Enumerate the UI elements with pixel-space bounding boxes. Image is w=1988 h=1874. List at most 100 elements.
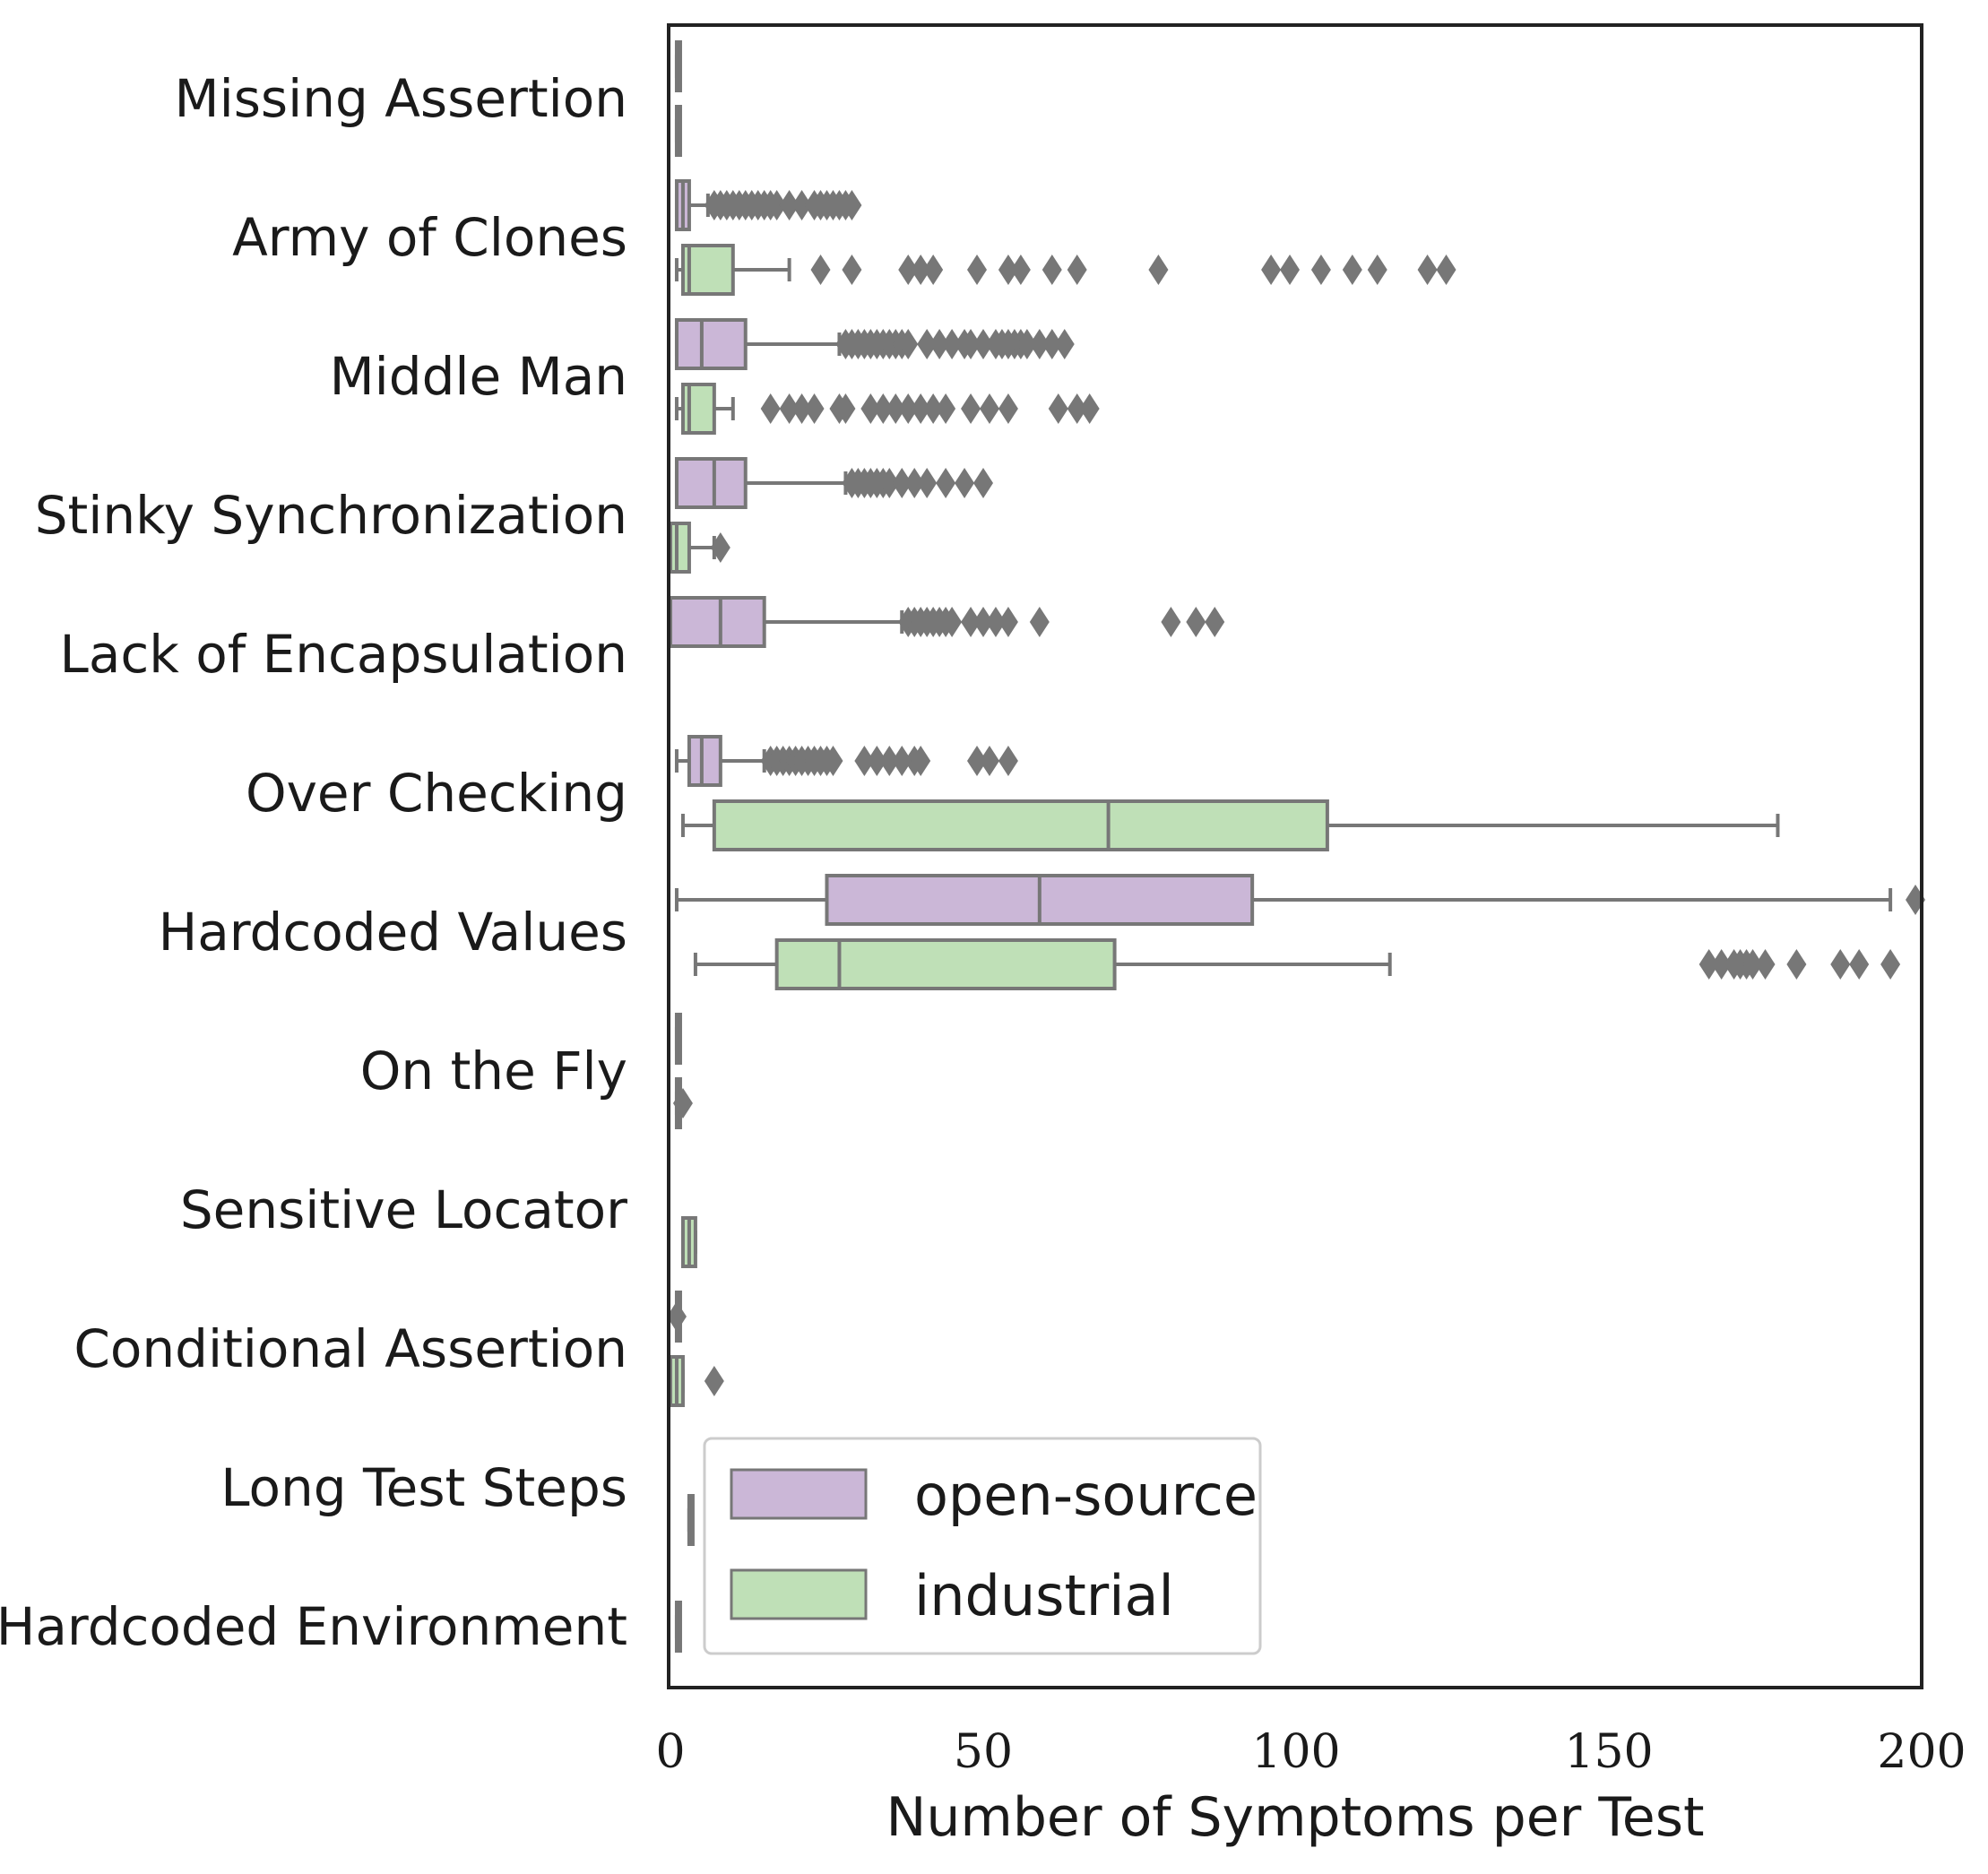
category-label-sensitive-locator: Sensitive Locator xyxy=(180,1179,627,1240)
outlier-point xyxy=(961,393,981,424)
outlier-point xyxy=(998,393,1018,424)
box-sensitive-locator-ind xyxy=(680,1216,697,1268)
outlier-point xyxy=(929,329,950,359)
outlier-point xyxy=(917,468,938,498)
outlier-point xyxy=(810,255,831,285)
box-stinky-synchronization-ind xyxy=(669,522,730,574)
outlier-point xyxy=(1205,607,1225,637)
outlier-point xyxy=(1742,949,1763,980)
box-lack-of-encapsulation-open xyxy=(669,596,1225,648)
outlier-point xyxy=(1042,255,1062,285)
outlier-point xyxy=(904,468,925,498)
box-missing-assertion-open xyxy=(674,40,682,92)
outlier-point xyxy=(791,190,812,220)
category-label-over-checking: Over Checking xyxy=(246,763,627,824)
category-label-hardcoded-values: Hardcoded Values xyxy=(159,902,627,963)
outlier-point xyxy=(1016,329,1037,359)
outlier-point xyxy=(1830,949,1851,980)
box-long-test-steps-ind xyxy=(687,1494,695,1546)
outlier-point xyxy=(892,468,912,498)
outlier-point xyxy=(1042,329,1062,359)
outlier-point xyxy=(1436,255,1456,285)
category-label-lack-of-encapsulation: Lack of Encapsulation xyxy=(60,624,628,685)
box-hardcoded-values-ind xyxy=(693,938,1901,990)
x-tick-label: 100 xyxy=(1251,1725,1340,1779)
box-iqr xyxy=(687,735,722,787)
outlier-point xyxy=(879,746,900,776)
box-stinky-synchronization-open xyxy=(674,457,993,509)
box-conditional-assertion-ind xyxy=(669,1355,724,1407)
outlier-point xyxy=(1280,255,1301,285)
outlier-point xyxy=(917,329,938,359)
outlier-point xyxy=(666,1301,687,1332)
outlier-point xyxy=(1079,393,1100,424)
outlier-point xyxy=(1786,949,1807,980)
x-tick-label: 50 xyxy=(954,1725,1013,1779)
box-on-the-fly-ind xyxy=(672,1077,693,1129)
outlier-point xyxy=(1054,329,1075,359)
outlier-point xyxy=(1698,949,1719,980)
box-iqr xyxy=(774,938,1117,990)
outlier-point xyxy=(942,329,963,359)
box-middle-man-open xyxy=(674,318,1075,370)
outlier-point xyxy=(879,468,900,498)
box-over-checking-open xyxy=(674,735,1018,787)
outlier-point xyxy=(854,746,875,776)
outlier-point xyxy=(985,607,1006,637)
outlier-point xyxy=(898,255,919,285)
outlier-point xyxy=(892,746,912,776)
box-hardcoded-values-open xyxy=(674,874,1926,926)
outlier-point xyxy=(967,746,988,776)
outlier-point xyxy=(911,393,931,424)
x-axis-title: Number of Symptoms per Test xyxy=(886,1786,1704,1849)
outlier-point xyxy=(1755,949,1776,980)
outlier-point xyxy=(860,393,881,424)
legend-label-industrial: industrial xyxy=(914,1563,1174,1628)
box-army-of-clones-open xyxy=(674,179,862,231)
category-label-conditional-assertion: Conditional Assertion xyxy=(73,1318,627,1379)
category-label-army-of-clones: Army of Clones xyxy=(232,207,627,268)
box-over-checking-ind xyxy=(680,799,1780,851)
outlier-point xyxy=(1186,607,1206,637)
outlier-point xyxy=(710,532,730,563)
outlier-point xyxy=(804,393,825,424)
outlier-point xyxy=(886,393,906,424)
outlier-point xyxy=(1029,329,1050,359)
outlier-point xyxy=(967,255,988,285)
box-iqr xyxy=(674,457,748,509)
outlier-point xyxy=(842,255,862,285)
x-tick-label: 0 xyxy=(655,1725,685,1779)
outlier-point xyxy=(1067,255,1087,285)
outlier-point xyxy=(672,1088,693,1118)
box-iqr xyxy=(669,522,691,574)
outlier-point xyxy=(1067,393,1087,424)
plot-frame xyxy=(667,23,1923,1689)
outlier-point xyxy=(1010,255,1031,285)
outlier-point xyxy=(979,746,999,776)
outlier-point xyxy=(760,393,781,424)
x-tick-label: 150 xyxy=(1564,1725,1653,1779)
outlier-point xyxy=(911,255,931,285)
outlier-point xyxy=(1367,255,1387,285)
outlier-point xyxy=(1711,949,1732,980)
outlier-point xyxy=(979,393,999,424)
category-labels: Missing Assertion Army of Clones Middle Ma… xyxy=(0,68,627,1657)
outlier-point xyxy=(1310,255,1331,285)
box-iqr xyxy=(680,244,735,296)
outlier-point xyxy=(961,329,981,359)
outlier-point xyxy=(973,607,993,637)
category-label-stinky-synchronization: Stinky Synchronization xyxy=(35,485,627,546)
x-tick-label: 200 xyxy=(1877,1725,1966,1779)
legend-swatch-open-source xyxy=(730,1468,868,1520)
category-label-middle-man: Middle Man xyxy=(330,346,627,407)
outlier-point xyxy=(823,746,843,776)
outlier-point xyxy=(961,607,981,637)
outlier-point xyxy=(923,255,944,285)
box-on-the-fly-open xyxy=(674,1013,682,1065)
outlier-point xyxy=(1849,949,1870,980)
outlier-point xyxy=(936,468,956,498)
legend-swatch-industrial xyxy=(730,1568,868,1620)
outlier-point xyxy=(1029,607,1050,637)
box-army-of-clones-ind xyxy=(674,244,1456,296)
